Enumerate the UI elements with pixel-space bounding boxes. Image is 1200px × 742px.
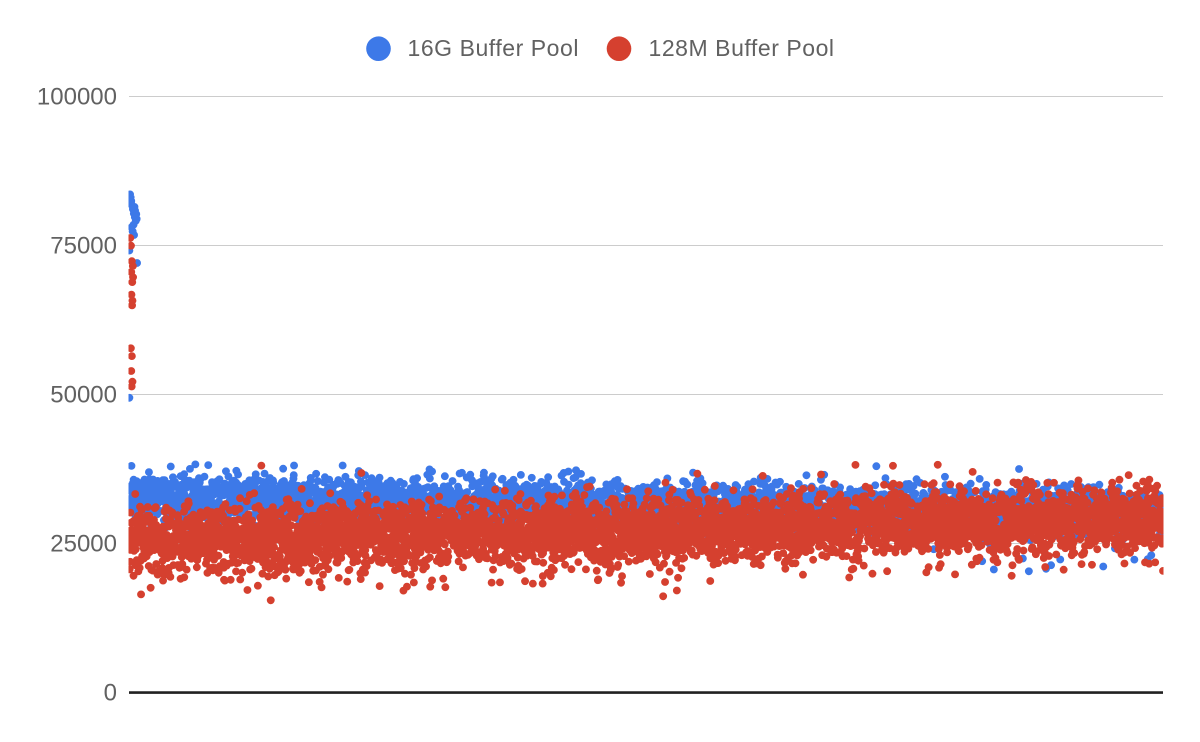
svg-text:50000: 50000 xyxy=(50,382,117,409)
svg-text:128M Buffer Pool: 128M Buffer Pool xyxy=(649,35,835,61)
svg-text:25000: 25000 xyxy=(50,531,117,558)
svg-text:100000: 100000 xyxy=(37,84,117,111)
svg-text:16G Buffer Pool: 16G Buffer Pool xyxy=(408,35,580,61)
svg-text:75000: 75000 xyxy=(50,233,117,260)
svg-text:0: 0 xyxy=(104,680,117,707)
